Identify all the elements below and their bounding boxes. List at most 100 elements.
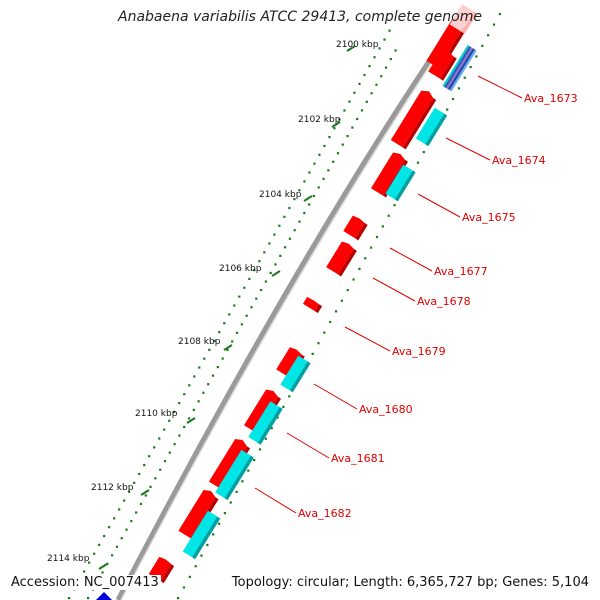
gc-dot xyxy=(223,322,226,325)
gc-dot xyxy=(322,177,325,180)
gc-dot xyxy=(384,66,388,69)
gc-dot xyxy=(173,410,176,414)
gc-skew-dot xyxy=(200,554,203,557)
gc-dot xyxy=(133,481,136,484)
gc-skew-dot xyxy=(463,76,466,79)
cds-block-body xyxy=(426,19,464,69)
gc-dot xyxy=(255,297,258,300)
gc-dot xyxy=(368,65,371,68)
gc-dot xyxy=(288,206,291,210)
gc-dot xyxy=(258,260,261,263)
gc-dot xyxy=(356,117,359,121)
cds-block-body xyxy=(326,241,354,275)
gc-skew-dot xyxy=(416,161,420,164)
gc-dot xyxy=(163,460,167,463)
gc-dot xyxy=(168,419,171,422)
gc-skew-dot xyxy=(393,204,396,207)
gc-skew-dot xyxy=(223,512,226,515)
gc-dot xyxy=(394,49,397,52)
gc-skew-dot xyxy=(217,522,221,525)
cds-block xyxy=(343,215,368,241)
gc-dot xyxy=(187,417,191,420)
gc-dot xyxy=(103,534,106,538)
gc-dot xyxy=(351,126,354,129)
feature-block xyxy=(280,355,311,393)
gc-dot xyxy=(383,38,386,41)
gene-label: Ava_1682 xyxy=(298,507,352,520)
gc-skew-dot xyxy=(492,23,496,26)
label-leader-line xyxy=(372,277,416,302)
length-text: Length: 6,365,727 bp xyxy=(345,575,494,590)
feature-stripe xyxy=(442,44,470,88)
gc-dot xyxy=(373,56,376,59)
scale-tick-label: 2104 kbp xyxy=(259,190,302,200)
gc-dot xyxy=(333,127,336,130)
gc-dot xyxy=(154,477,157,480)
scale-tick-label: 2108 kbp xyxy=(178,337,221,347)
scale-tick xyxy=(271,270,281,277)
gc-skew-dot xyxy=(358,267,361,270)
gc-dot xyxy=(144,494,147,497)
gene-label: Ava_1675 xyxy=(462,211,516,224)
gc-dot xyxy=(303,211,306,215)
cds-block-faded-shadow xyxy=(461,11,478,34)
gc-skew-dot xyxy=(288,395,291,398)
feature-block xyxy=(385,164,416,202)
gc-dot xyxy=(338,118,341,121)
gc-dot xyxy=(303,180,306,183)
cds-block-shadow xyxy=(338,248,357,277)
gc-skew-dot xyxy=(451,97,455,101)
gc-dot xyxy=(363,73,366,77)
gc-skew-dot xyxy=(469,66,472,69)
gc-dot xyxy=(87,597,90,600)
gc-dot xyxy=(168,451,171,454)
gc-skew-dot xyxy=(247,469,250,472)
gc-dot xyxy=(233,304,236,307)
gc-skew-dot xyxy=(370,246,373,249)
cds-block-shadow xyxy=(160,564,175,584)
cds-block-body xyxy=(371,152,405,196)
gc-skew-dot xyxy=(346,289,349,292)
gc-skew-dot xyxy=(387,214,390,217)
feature-block-shadow xyxy=(289,361,311,393)
gc-dot xyxy=(153,446,156,449)
gc-dot xyxy=(125,528,128,531)
gc-skew-dot xyxy=(375,235,379,239)
cds-block-shadow xyxy=(440,56,457,81)
cds-block xyxy=(390,90,437,150)
gene-label: Ava_1680 xyxy=(359,403,413,416)
topology-text: Topology: circular xyxy=(231,575,345,590)
cds-block-body xyxy=(302,296,320,312)
scale-tick-label: 2110 kbp xyxy=(135,409,178,419)
gc-dot xyxy=(341,143,344,146)
scale-tick xyxy=(186,417,196,424)
gc-dot xyxy=(143,464,146,467)
cds-block-faded-body xyxy=(449,4,475,32)
gc-dot xyxy=(312,194,316,198)
gc-dot xyxy=(269,271,272,275)
gc-dot xyxy=(268,242,271,245)
gc-skew-dot xyxy=(498,12,501,16)
gc-dot xyxy=(178,401,181,405)
gc-dot xyxy=(120,537,123,540)
gc-dot xyxy=(207,383,210,386)
position-marker xyxy=(96,592,112,600)
gc-dot xyxy=(283,215,286,218)
scale-tick-label: 2102 kbp xyxy=(298,115,341,125)
feature-stripe xyxy=(446,47,474,90)
gc-dot xyxy=(228,313,231,316)
feature-block-body xyxy=(280,355,308,391)
gc-dot xyxy=(158,437,161,440)
gc-dot xyxy=(378,47,381,50)
gc-dot xyxy=(370,92,373,95)
genes-text: Genes: 5,104 xyxy=(494,575,589,590)
gc-dot xyxy=(327,169,330,172)
gc-dot xyxy=(336,152,340,155)
gc-dot xyxy=(253,268,256,272)
cds-block-body xyxy=(343,215,365,239)
gc-dot xyxy=(293,198,296,201)
feature-block xyxy=(248,401,283,445)
gc-dot xyxy=(183,393,186,396)
gc-skew-dot xyxy=(475,55,478,58)
